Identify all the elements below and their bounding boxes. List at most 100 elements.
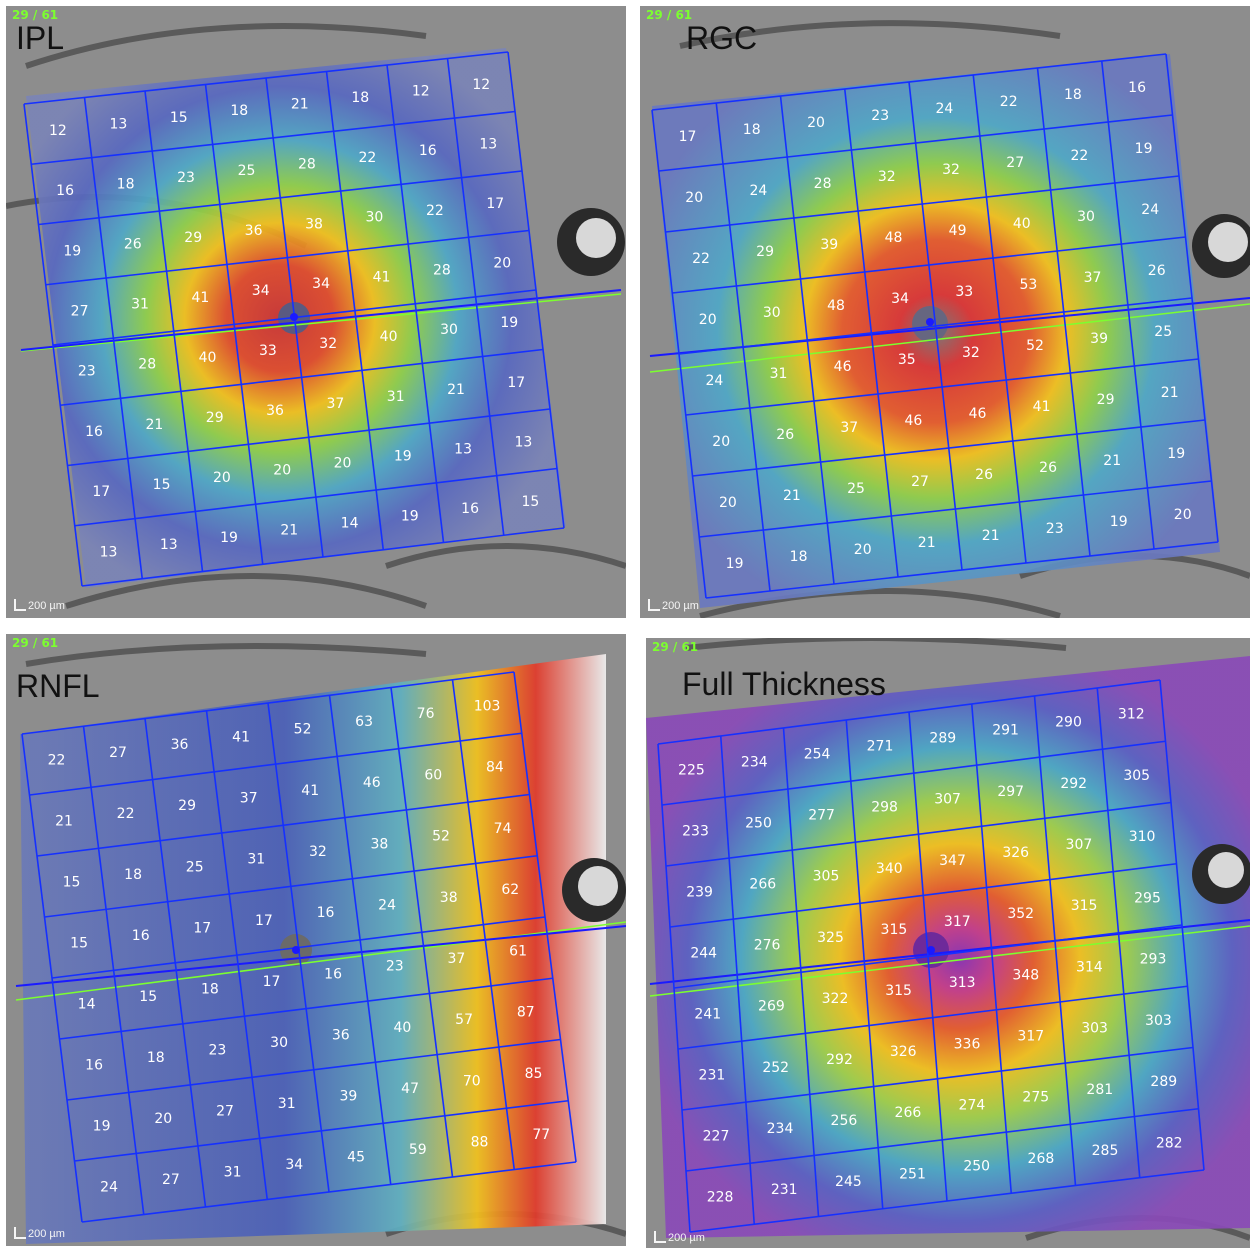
grid-cell-value: 21 bbox=[918, 535, 936, 551]
grid-line bbox=[677, 985, 1188, 1050]
grid-cell-value: 297 bbox=[997, 784, 1024, 800]
grid-cell-value: 21 bbox=[982, 528, 1000, 544]
grid-cell-value: 234 bbox=[767, 1121, 794, 1137]
fundus-image: 12 13 15 18 21 18 12 12 16 18 23 25 28 22 16 13 19 26 29 36… bbox=[6, 6, 626, 618]
grid-cell-value: 16 bbox=[317, 905, 335, 921]
grid-cell-value: 20 bbox=[719, 495, 737, 511]
grid-cell-value: 271 bbox=[867, 739, 894, 755]
grid-cell-value: 31 bbox=[247, 852, 265, 868]
grid-cell-value: 36 bbox=[266, 403, 284, 419]
grid-cell-value: 36 bbox=[245, 223, 263, 239]
grid-cell-value: 303 bbox=[1081, 1021, 1108, 1037]
grid-cell-value: 16 bbox=[324, 966, 342, 982]
grid-cell-value: 21 bbox=[55, 814, 73, 830]
grid-line bbox=[972, 74, 1027, 564]
scale-bar: 200 µm bbox=[648, 599, 699, 612]
grid-cell-value: 38 bbox=[440, 890, 458, 906]
grid-cell-value: 315 bbox=[1071, 898, 1098, 914]
grid-cell-value: 266 bbox=[749, 877, 776, 893]
grid-line bbox=[1033, 695, 1077, 1186]
grid-cell-value: 74 bbox=[494, 821, 512, 837]
grid-cell-value: 59 bbox=[409, 1142, 427, 1158]
grid-cell-value: 15 bbox=[170, 110, 188, 126]
grid-line bbox=[1165, 53, 1219, 543]
grid-cell-value: 34 bbox=[285, 1157, 303, 1173]
grid-cell-value: 277 bbox=[808, 808, 835, 824]
fovea-marker bbox=[290, 313, 298, 321]
grid-cell-value: 41 bbox=[373, 269, 391, 285]
grid-cell-value: 22 bbox=[1000, 94, 1018, 110]
grid-cell-value: 28 bbox=[138, 357, 156, 373]
grid-cell-value: 325 bbox=[817, 930, 844, 946]
grid-cell-value: 23 bbox=[871, 108, 889, 124]
grid-cell-value: 285 bbox=[1092, 1143, 1119, 1159]
grid-cell-value: 19 bbox=[63, 243, 81, 259]
grid-cell-value: 39 bbox=[339, 1089, 357, 1105]
grid-cell-value: 26 bbox=[975, 467, 993, 483]
grid-line bbox=[685, 358, 1199, 416]
thickness-values: 22 27 36 41 52 63 76 103 21 22 29 37 41 46 60 84 15 18 25 3… bbox=[48, 699, 551, 1196]
grid-cell-value: 326 bbox=[890, 1044, 917, 1060]
grid-cell-value: 227 bbox=[703, 1129, 730, 1145]
frame-counter: 29 / 61 bbox=[12, 636, 59, 650]
grid-cell-value: 87 bbox=[517, 1005, 535, 1021]
grid-cell-value: 29 bbox=[206, 410, 224, 426]
fovea-marker bbox=[292, 946, 300, 954]
scan-line bbox=[649, 303, 1250, 373]
grid-cell-value: 17 bbox=[92, 484, 110, 500]
grid-cell-value: 63 bbox=[355, 714, 373, 730]
grid-cell-value: 231 bbox=[771, 1182, 798, 1198]
grid-cell-value: 13 bbox=[160, 537, 178, 553]
grid-cell-value: 293 bbox=[1140, 952, 1167, 968]
panel-title: RNFL bbox=[16, 668, 100, 704]
grid-cell-value: 281 bbox=[1086, 1082, 1113, 1098]
grid-cell-value: 24 bbox=[935, 101, 953, 117]
grid-cell-value: 45 bbox=[347, 1150, 365, 1166]
grid-cell-value: 20 bbox=[807, 115, 825, 131]
grid-cell-value: 19 bbox=[1135, 141, 1153, 157]
grid-line bbox=[390, 687, 454, 1178]
grid-cell-value: 16 bbox=[419, 143, 437, 159]
fovea-marker bbox=[926, 318, 934, 326]
grid-cell-value: 15 bbox=[521, 494, 539, 510]
grid-cell-value: 30 bbox=[1077, 209, 1095, 225]
grid-cell-value: 231 bbox=[699, 1068, 726, 1084]
grid-cell-value: 298 bbox=[871, 800, 898, 816]
grid-cell-value: 39 bbox=[1090, 331, 1108, 347]
grid-cell-value: 18 bbox=[351, 90, 369, 106]
grid-cell-value: 47 bbox=[401, 1081, 419, 1097]
grid-cell-value: 15 bbox=[63, 875, 81, 891]
fovea-marker bbox=[927, 946, 935, 954]
grid-cell-value: 27 bbox=[109, 745, 127, 761]
grid-cell-value: 312 bbox=[1118, 707, 1145, 723]
grid-cell-value: 40 bbox=[380, 329, 398, 345]
scale-bar-icon bbox=[654, 1231, 666, 1243]
grid-cell-value: 26 bbox=[124, 237, 142, 253]
grid-cell-value: 23 bbox=[386, 959, 404, 975]
grid-cell-value: 33 bbox=[955, 284, 973, 300]
grid-cell-value: 38 bbox=[370, 836, 388, 852]
grid-cell-value: 12 bbox=[412, 84, 430, 100]
fundus-image: 17 18 20 23 24 22 18 16 20 24 28 32 32 27 22 19 22 29 39 48… bbox=[640, 6, 1250, 618]
grid-cell-value: 244 bbox=[690, 946, 717, 962]
grid-cell-value: 19 bbox=[93, 1119, 111, 1135]
grid-line bbox=[81, 1161, 577, 1223]
grid-cell-value: 315 bbox=[881, 922, 908, 938]
scan-line bbox=[20, 293, 622, 352]
grid-cell-value: 13 bbox=[100, 544, 118, 560]
grid-cell-value: 28 bbox=[814, 176, 832, 192]
grid-cell-value: 16 bbox=[85, 1058, 103, 1074]
reference-line bbox=[20, 289, 622, 351]
panel-title: Full Thickness bbox=[682, 666, 886, 702]
grid-cell-value: 46 bbox=[904, 413, 922, 429]
grid-cell-value: 21 bbox=[280, 523, 298, 539]
grid-cell-value: 29 bbox=[756, 244, 774, 260]
grid-cell-value: 276 bbox=[754, 938, 781, 954]
grid-cell-value: 18 bbox=[790, 549, 808, 565]
measurement-grid bbox=[657, 679, 1205, 1233]
reference-line bbox=[15, 925, 626, 987]
panel-title: IPL bbox=[16, 20, 65, 56]
grid-line bbox=[970, 703, 1013, 1194]
grid-cell-value: 314 bbox=[1076, 959, 1103, 975]
grid-cell-value: 15 bbox=[153, 477, 171, 493]
